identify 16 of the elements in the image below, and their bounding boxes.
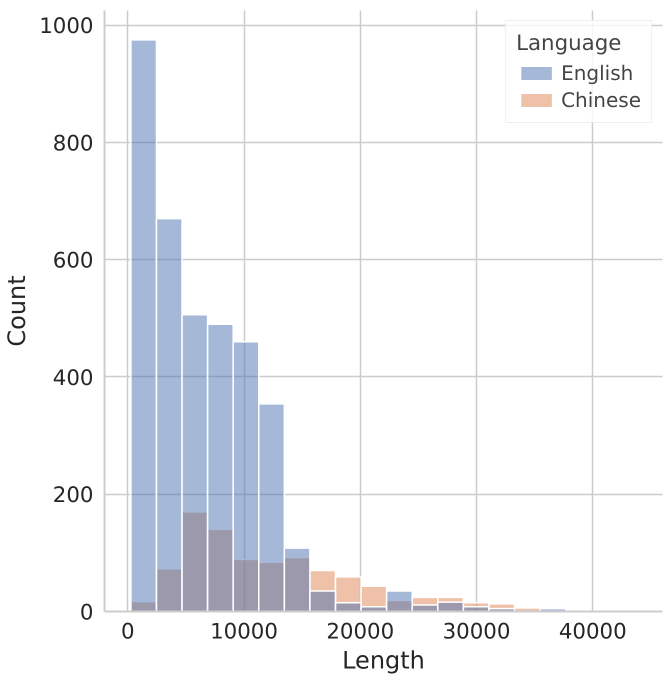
y-axis-title: Count (3, 275, 32, 347)
legend-label: Chinese (561, 88, 641, 112)
y-tick-label: 600 (52, 248, 94, 274)
y-tick-label: 400 (52, 366, 94, 391)
x-tick-label: 20000 (326, 620, 394, 644)
x-axis-title: Length (342, 646, 425, 674)
y-tick-label: 1000 (39, 14, 94, 40)
x-tick-label: 0 (120, 620, 135, 644)
y-tick-label: 200 (52, 483, 94, 508)
x-tick-label: 30000 (442, 620, 510, 644)
legend-label: English (561, 61, 634, 85)
y-tick-label: 0 (80, 600, 94, 626)
x-tick-label: 10000 (210, 620, 278, 644)
x-tick-label: 40000 (558, 620, 627, 644)
legend-title: Language (516, 31, 622, 56)
y-tick-label: 800 (52, 131, 94, 156)
